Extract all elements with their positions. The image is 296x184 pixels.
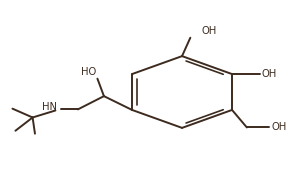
Text: OH: OH bbox=[201, 26, 217, 36]
Text: OH: OH bbox=[262, 69, 277, 79]
Text: OH: OH bbox=[271, 122, 286, 132]
Text: HO: HO bbox=[81, 67, 96, 77]
Text: HN: HN bbox=[42, 102, 57, 112]
